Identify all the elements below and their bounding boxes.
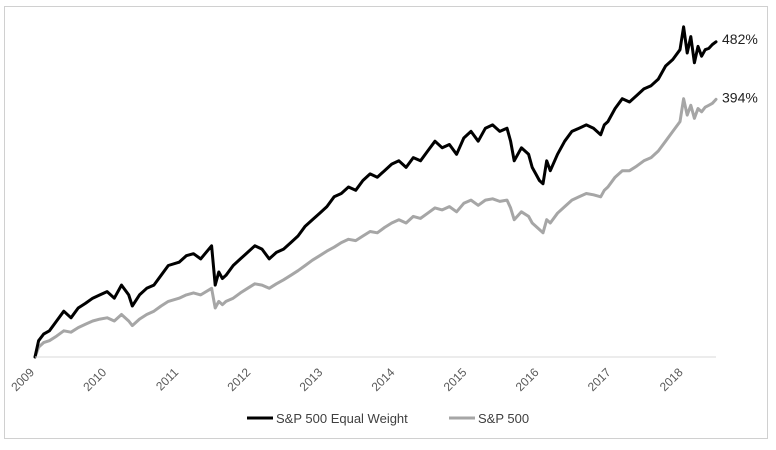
x-tick-label: 2010 <box>80 365 109 394</box>
chart-frame: 2009 2010 2011 2012 2013 2014 2015 2016 2017 2018… <box>4 6 768 439</box>
line-chart: 2009 2010 2011 2012 2013 2014 2015 2016 2017 2018… <box>8 25 758 426</box>
x-tick-label: 2015 <box>441 365 470 394</box>
legend-label-sp500-equal-weight: S&P 500 Equal Weight <box>276 411 408 426</box>
x-tick-label: 2014 <box>369 365 398 394</box>
legend: S&P 500 Equal Weight S&P 500 <box>247 411 529 426</box>
end-label-sp500-equal-weight: 482% <box>722 31 758 47</box>
series-line-sp500 <box>33 97 718 359</box>
legend-label-sp500: S&P 500 <box>478 411 529 426</box>
x-tick-label: 2016 <box>513 365 542 394</box>
x-tick-label: 2012 <box>225 365 254 394</box>
x-tick-label: 2018 <box>657 365 686 394</box>
x-tick-label: 2011 <box>153 365 181 393</box>
series-line-sp500-equal-weight <box>33 25 718 359</box>
x-tick-label: 2017 <box>585 365 614 394</box>
x-tick-label: 2009 <box>8 365 37 394</box>
end-label-sp500: 394% <box>722 89 758 105</box>
x-tick-label: 2013 <box>297 365 326 394</box>
